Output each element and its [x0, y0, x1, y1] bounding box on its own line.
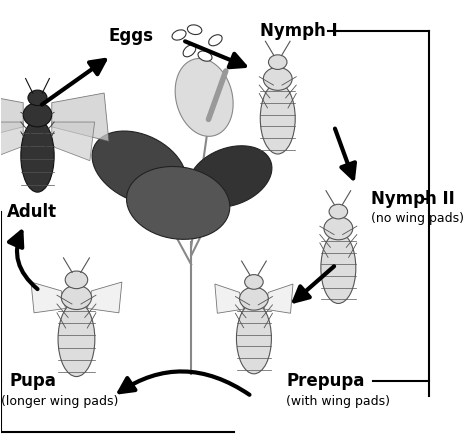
Ellipse shape	[237, 303, 272, 374]
Ellipse shape	[23, 103, 52, 127]
Polygon shape	[92, 131, 186, 205]
Polygon shape	[215, 284, 244, 313]
Polygon shape	[52, 93, 109, 142]
Ellipse shape	[58, 302, 95, 377]
Polygon shape	[175, 59, 233, 136]
Ellipse shape	[245, 275, 263, 289]
Text: Prepupa: Prepupa	[286, 372, 365, 390]
Ellipse shape	[264, 67, 292, 90]
Polygon shape	[188, 146, 272, 207]
Ellipse shape	[187, 25, 202, 34]
Text: Nymph II: Nymph II	[371, 190, 455, 208]
Polygon shape	[31, 282, 65, 313]
Ellipse shape	[61, 285, 91, 310]
Ellipse shape	[329, 204, 347, 219]
Ellipse shape	[183, 45, 196, 57]
Text: Nymph I: Nymph I	[260, 22, 338, 41]
Text: (with wing pads): (with wing pads)	[286, 395, 391, 408]
Ellipse shape	[324, 217, 353, 240]
Ellipse shape	[321, 232, 356, 303]
Polygon shape	[264, 284, 293, 313]
Ellipse shape	[239, 287, 268, 310]
Text: Pupa: Pupa	[9, 372, 56, 390]
Ellipse shape	[65, 271, 88, 289]
Ellipse shape	[21, 120, 54, 192]
Ellipse shape	[268, 55, 287, 69]
Ellipse shape	[28, 90, 47, 105]
Text: (longer wing pads): (longer wing pads)	[0, 395, 118, 408]
Polygon shape	[52, 122, 95, 161]
Ellipse shape	[172, 30, 186, 40]
Text: Adult: Adult	[7, 203, 57, 220]
Polygon shape	[0, 93, 23, 142]
Ellipse shape	[209, 35, 222, 46]
Text: (no wing pads): (no wing pads)	[371, 212, 464, 225]
Text: Eggs: Eggs	[108, 27, 153, 45]
Ellipse shape	[260, 83, 295, 154]
Ellipse shape	[198, 51, 212, 61]
Polygon shape	[0, 122, 23, 161]
Polygon shape	[127, 167, 230, 239]
Polygon shape	[87, 282, 122, 313]
